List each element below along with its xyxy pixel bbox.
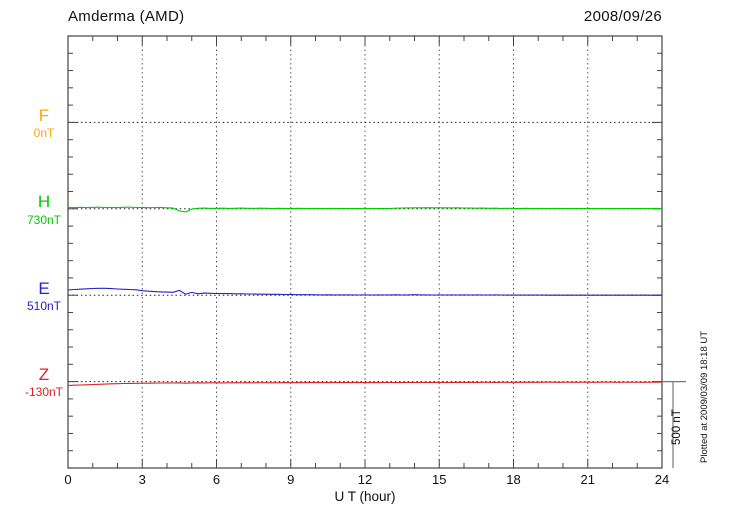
trace-label-Z: Z bbox=[38, 365, 50, 384]
x-tick-label-24: 24 bbox=[654, 472, 670, 487]
trace-baseline-F: 0nT bbox=[33, 126, 55, 140]
trace-E bbox=[67, 287, 663, 296]
x-tick-label-12: 12 bbox=[357, 472, 373, 487]
station-title: Amderma (AMD) bbox=[68, 8, 185, 25]
trace-baseline-H: 730nT bbox=[26, 213, 62, 227]
x-tick-label-15: 15 bbox=[432, 472, 447, 487]
x-tick-label-6: 6 bbox=[212, 472, 221, 487]
plot-date: 2008/09/26 bbox=[583, 8, 662, 25]
scale-bar-label: 500 nT bbox=[671, 409, 683, 445]
trace-baseline-Z: -130nT bbox=[24, 385, 64, 399]
x-tick-label-9: 9 bbox=[287, 472, 295, 487]
plotted-at-note: Plotted at 2009/03/09 18:18 UT bbox=[699, 330, 710, 463]
x-tick-label-0: 0 bbox=[64, 472, 72, 487]
trace-Z bbox=[67, 381, 662, 387]
x-tick-label-21: 21 bbox=[580, 472, 595, 487]
trace-label-F: F bbox=[38, 106, 50, 125]
trace-H bbox=[67, 206, 663, 213]
trace-baseline-E: 510nT bbox=[26, 299, 62, 313]
trace-label-E: E bbox=[38, 279, 50, 298]
x-tick-label-18: 18 bbox=[506, 472, 521, 487]
x-axis-title: U T (hour) bbox=[334, 489, 396, 504]
x-tick-label-3: 3 bbox=[138, 472, 146, 487]
trace-label-H: H bbox=[37, 192, 51, 211]
